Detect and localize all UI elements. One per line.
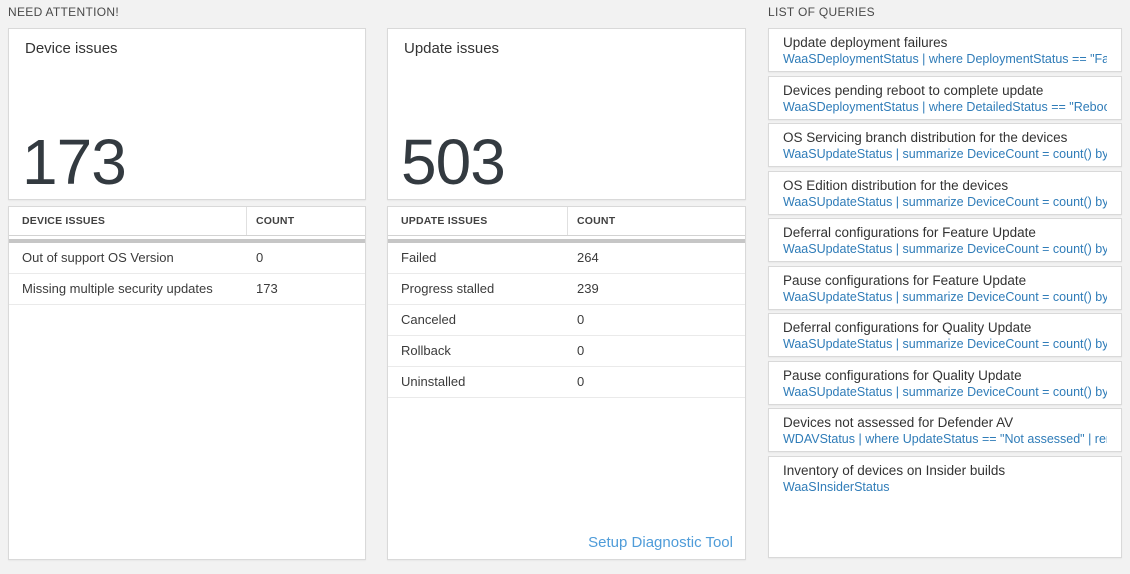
query-item[interactable]: OS Edition distribution for the devices … bbox=[768, 170, 1122, 215]
row-label: Failed bbox=[401, 250, 437, 265]
column-header-count: COUNT bbox=[577, 215, 616, 227]
row-label: Uninstalled bbox=[401, 374, 466, 389]
query-link[interactable]: WaaSUpdateStatus | summarize DeviceCount… bbox=[783, 337, 1107, 351]
query-item[interactable]: Devices not assessed for Defender AV WDA… bbox=[768, 408, 1122, 452]
query-link[interactable]: WaaSInsiderStatus bbox=[783, 479, 890, 494]
query-link[interactable]: WDAVStatus | where UpdateStatus == "Not … bbox=[783, 432, 1107, 446]
query-link[interactable]: WaaSUpdateStatus | summarize DeviceCount… bbox=[783, 242, 1107, 256]
query-item[interactable]: Pause configurations for Quality Update … bbox=[768, 360, 1122, 405]
row-label: Progress stalled bbox=[401, 281, 495, 296]
query-item[interactable]: Deferral configurations for Quality Upda… bbox=[768, 313, 1122, 357]
horizontal-scrollbar[interactable] bbox=[388, 239, 745, 243]
query-title: Deferral configurations for Feature Upda… bbox=[783, 225, 1036, 240]
row-label: Canceled bbox=[401, 312, 456, 327]
query-link[interactable]: WaaSDeploymentStatus | where DetailedSta… bbox=[783, 99, 1107, 114]
update-issues-count: 503 bbox=[401, 126, 506, 198]
device-issues-title: Device issues bbox=[25, 40, 118, 57]
row-count: 0 bbox=[577, 343, 585, 358]
table-row[interactable]: Uninstalled 0 bbox=[388, 367, 745, 398]
column-divider bbox=[567, 207, 568, 235]
query-link[interactable]: WaaSDeploymentStatus | where DeploymentS… bbox=[783, 52, 1107, 66]
query-link[interactable]: WaaSUpdateStatus | summarize DeviceCount… bbox=[783, 289, 1107, 304]
update-issues-table: UPDATE ISSUES COUNT Failed 264 Progress … bbox=[387, 206, 746, 560]
query-item[interactable]: Deferral configurations for Feature Upda… bbox=[768, 218, 1122, 262]
update-issues-title: Update issues bbox=[404, 40, 500, 57]
table-row[interactable]: Progress stalled 239 bbox=[388, 274, 745, 305]
row-count: 239 bbox=[577, 281, 599, 296]
query-item[interactable]: Devices pending reboot to complete updat… bbox=[768, 75, 1122, 120]
device-issues-tile[interactable]: Device issues 173 bbox=[8, 28, 366, 200]
table-row[interactable]: Canceled 0 bbox=[388, 305, 745, 336]
column-header-count: COUNT bbox=[256, 215, 295, 227]
query-title: Deferral configurations for Quality Upda… bbox=[783, 320, 1032, 335]
row-count: 0 bbox=[577, 374, 585, 389]
query-item[interactable]: OS Servicing branch distribution for the… bbox=[768, 123, 1122, 167]
device-issues-count: 173 bbox=[22, 126, 127, 198]
column-divider bbox=[246, 207, 247, 235]
table-row[interactable]: Failed 264 bbox=[388, 243, 745, 274]
table-row[interactable]: Missing multiple security updates 173 bbox=[9, 274, 365, 305]
row-count: 0 bbox=[577, 312, 585, 327]
query-title: Devices not assessed for Defender AV bbox=[783, 415, 1014, 430]
query-item[interactable]: Pause configurations for Feature Update … bbox=[768, 265, 1122, 310]
device-issues-table: DEVICE ISSUES COUNT Out of support OS Ve… bbox=[8, 206, 366, 560]
row-label: Rollback bbox=[401, 343, 451, 358]
update-issues-table-header: UPDATE ISSUES COUNT bbox=[388, 207, 745, 236]
row-label: Out of support OS Version bbox=[22, 250, 174, 265]
row-count: 173 bbox=[256, 281, 278, 296]
table-row[interactable]: Out of support OS Version 0 bbox=[9, 243, 365, 274]
device-issues-table-header: DEVICE ISSUES COUNT bbox=[9, 207, 365, 236]
row-label: Missing multiple security updates bbox=[22, 281, 213, 296]
query-list: Update deployment failures WaaSDeploymen… bbox=[768, 28, 1122, 558]
update-issues-tile[interactable]: Update issues 503 bbox=[387, 28, 746, 200]
query-item[interactable]: Update deployment failures WaaSDeploymen… bbox=[768, 28, 1122, 72]
row-count: 264 bbox=[577, 250, 599, 265]
query-title: Pause configurations for Quality Update bbox=[783, 367, 1022, 383]
query-title: Inventory of devices on Insider builds bbox=[783, 462, 1006, 478]
column-header-device-issues: DEVICE ISSUES bbox=[22, 215, 106, 227]
horizontal-scrollbar[interactable] bbox=[9, 239, 365, 243]
query-title: Update deployment failures bbox=[783, 35, 948, 50]
row-count: 0 bbox=[256, 250, 264, 265]
query-link[interactable]: WaaSUpdateStatus | summarize DeviceCount… bbox=[783, 194, 1107, 209]
need-attention-section-title: NEED ATTENTION! bbox=[8, 5, 119, 19]
query-title: OS Edition distribution for the devices bbox=[783, 177, 1009, 193]
query-title: OS Servicing branch distribution for the… bbox=[783, 130, 1068, 145]
setup-diagnostic-tool-link[interactable]: Setup Diagnostic Tool bbox=[588, 534, 733, 551]
query-title: Pause configurations for Feature Update bbox=[783, 272, 1027, 288]
query-link[interactable]: WaaSUpdateStatus | summarize DeviceCount… bbox=[783, 147, 1107, 161]
table-row[interactable]: Rollback 0 bbox=[388, 336, 745, 367]
query-title: Devices pending reboot to complete updat… bbox=[783, 82, 1044, 98]
query-link[interactable]: WaaSUpdateStatus | summarize DeviceCount… bbox=[783, 384, 1107, 399]
query-item[interactable]: Inventory of devices on Insider builds W… bbox=[768, 455, 1122, 558]
column-header-update-issues: UPDATE ISSUES bbox=[401, 215, 488, 227]
list-of-queries-section-title: LIST OF QUERIES bbox=[768, 5, 875, 19]
